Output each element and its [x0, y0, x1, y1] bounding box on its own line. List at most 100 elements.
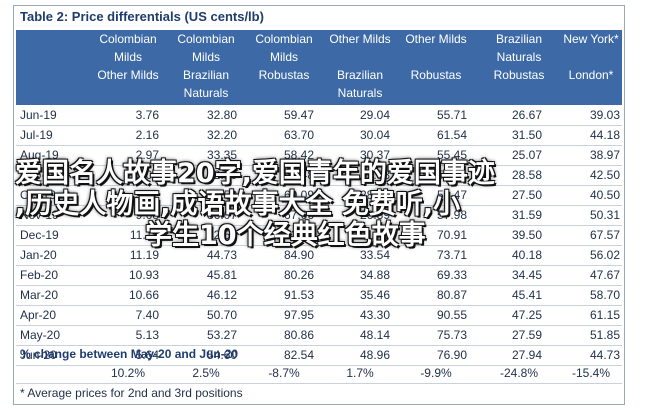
column-header-line: Colombian	[99, 32, 157, 46]
table-row: Feb-20 10.93 45.81 80.26 34.88 69.33 34.45 47.6…	[16, 266, 622, 286]
table-cell: 53.27	[206, 328, 237, 342]
column-header-line: Naturals	[496, 50, 542, 64]
pct-change-cell: 1.7%	[346, 366, 374, 380]
table-cell: 58.42	[283, 148, 314, 162]
table-row: Jun-20 5.64 54.60 82.54 48.96 76.90 27.94 44.73	[16, 346, 622, 366]
table-cell: 9.68	[135, 208, 159, 222]
table-cell: 54.60	[206, 348, 237, 362]
column-header-line: Naturals	[183, 86, 229, 100]
pct-change-cell: -15.4%	[571, 366, 611, 380]
row-label: Feb-20	[20, 268, 59, 282]
column-header-line: Brazilian	[336, 68, 384, 82]
table-cell: 61.15	[589, 308, 620, 322]
overlay-line-1: 爱国名人故事20字,爱国青年的爱国事迹	[15, 158, 495, 189]
column-header-line: London*	[568, 68, 614, 82]
table-cell: 57.98	[436, 208, 467, 222]
table-cell: 25.07	[511, 148, 542, 162]
table-cell: 34.45	[511, 268, 542, 282]
table-cell: 34.88	[359, 268, 390, 282]
column-header-line	[551, 48, 631, 66]
table-row: Nov-19 9.68 36.07 67.66 26.39 57.98 31.59 50.31	[16, 206, 622, 226]
table-cell: 5.64	[135, 348, 159, 362]
column-header-line: Colombian	[177, 32, 235, 46]
table-row: Aug-19 2.97 33.35 58.42 30.37 55.45 25.07 38.97	[16, 146, 622, 166]
table-cell: 40.50	[589, 188, 620, 202]
table-cell: 10.93	[128, 268, 159, 282]
column-header-5: Other Milds Robustas	[396, 30, 476, 105]
table-cell: 5.13	[135, 328, 159, 342]
table-cell: 47.25	[511, 308, 542, 322]
pct-change-cell: -24.8%	[499, 366, 539, 380]
table-cell: 58.41	[436, 168, 467, 182]
table-cell: 28.58	[511, 168, 542, 182]
column-header-line: Other Milds	[329, 32, 391, 46]
table-cell: 91.53	[283, 288, 314, 302]
column-header-line: Milds	[191, 50, 220, 64]
overlay-line-3: 学生10个经典红色故事	[145, 220, 426, 251]
table-cell: 80.86	[283, 328, 314, 342]
row-label: Aug-19	[20, 148, 59, 162]
table-cell: 32.20	[206, 128, 237, 142]
table-cell: 2.16	[135, 128, 159, 142]
pct-change-cell: 2.5%	[192, 366, 220, 380]
table-cell: 32.59	[206, 188, 237, 202]
footnote: * Average prices for 2nd and 3rd positio…	[20, 386, 243, 400]
table-cell: 45.81	[206, 268, 237, 282]
table-row: Jan-20 11.19 44.73 84.90 33.54 73.71 40.18 56.0…	[16, 246, 622, 266]
table-row: Jun-19 3.76 32.80 59.47 29.04 55.71 26.67 39.03	[16, 106, 622, 126]
table-cell: 90.55	[436, 308, 467, 322]
table-cell: 33.35	[206, 148, 237, 162]
table-cell: 75.73	[436, 328, 467, 342]
column-header-line: New York*	[563, 32, 619, 46]
table-cell: 3.07	[135, 168, 159, 182]
table-cell: 31.50	[511, 128, 542, 142]
column-header-3: Colombian Milds Robustas	[244, 30, 324, 105]
table-cell: 31.59	[511, 208, 542, 222]
pct-change-heading: % change between May-20 and Jun-20	[20, 347, 239, 361]
pct-change-cell: -9.9%	[420, 366, 452, 380]
header-divider	[16, 105, 622, 106]
table-cell: 11.18	[129, 228, 159, 242]
row-label: Oct-19	[20, 188, 57, 202]
table-cell: 63.70	[283, 128, 314, 142]
table-cell: 51.85	[589, 328, 620, 342]
table-cell: 67.57	[589, 228, 620, 242]
column-header-line: Robustas	[493, 68, 545, 82]
table-cell: 27.50	[511, 188, 542, 202]
table-cell: 73.71	[436, 248, 467, 262]
table-cell: 31.41	[359, 228, 390, 242]
table-cell: 3.76	[135, 108, 159, 122]
column-header-1: Colombian Milds Other Milds	[88, 30, 168, 105]
table-row: Jul-19 2.16 32.20 63.70 30.04 61.54 31.50 44.18	[16, 126, 622, 146]
column-header-line: Other Milds	[97, 68, 159, 82]
table-cell: 76.90	[436, 348, 467, 362]
column-header-line: Milds	[113, 50, 142, 64]
row-label: Jan-20	[20, 248, 57, 262]
row-label: Jul-19	[20, 128, 53, 142]
column-header-line: Naturals	[337, 86, 383, 100]
table-cell: 30.04	[359, 128, 390, 142]
table-cell: 55.45	[436, 148, 467, 162]
table-cell: 7.40	[135, 308, 159, 322]
table-cell: 38.97	[589, 148, 620, 162]
column-header-line	[320, 48, 400, 66]
row-label: May-20	[20, 328, 61, 342]
table-cell: 35.46	[359, 288, 390, 302]
column-header-line: Brazilian	[182, 68, 230, 82]
table-cell: 28.97	[359, 188, 390, 202]
column-header-line	[396, 48, 476, 66]
table-cell: 42.59	[206, 228, 237, 242]
row-label: Jun-19	[20, 108, 57, 122]
column-header-line: Other Milds	[405, 32, 467, 46]
table-cell: 47.67	[589, 268, 620, 282]
table-cell: 2.97	[135, 148, 159, 162]
table-cell: 58.70	[589, 288, 620, 302]
table-row: Sep-19 3.07 32.90 61.48 29.83 58.41 28.58 42.50	[16, 166, 622, 186]
table-cell: 56.02	[589, 248, 620, 262]
pct-change-cell: 10.2%	[110, 366, 146, 380]
table-cell: 33.54	[359, 248, 390, 262]
table-cell: 48.14	[359, 328, 390, 342]
table-cell: 80.26	[283, 268, 314, 282]
row-label: Jun-20	[20, 348, 57, 362]
table-cell: 82.09	[283, 228, 314, 242]
